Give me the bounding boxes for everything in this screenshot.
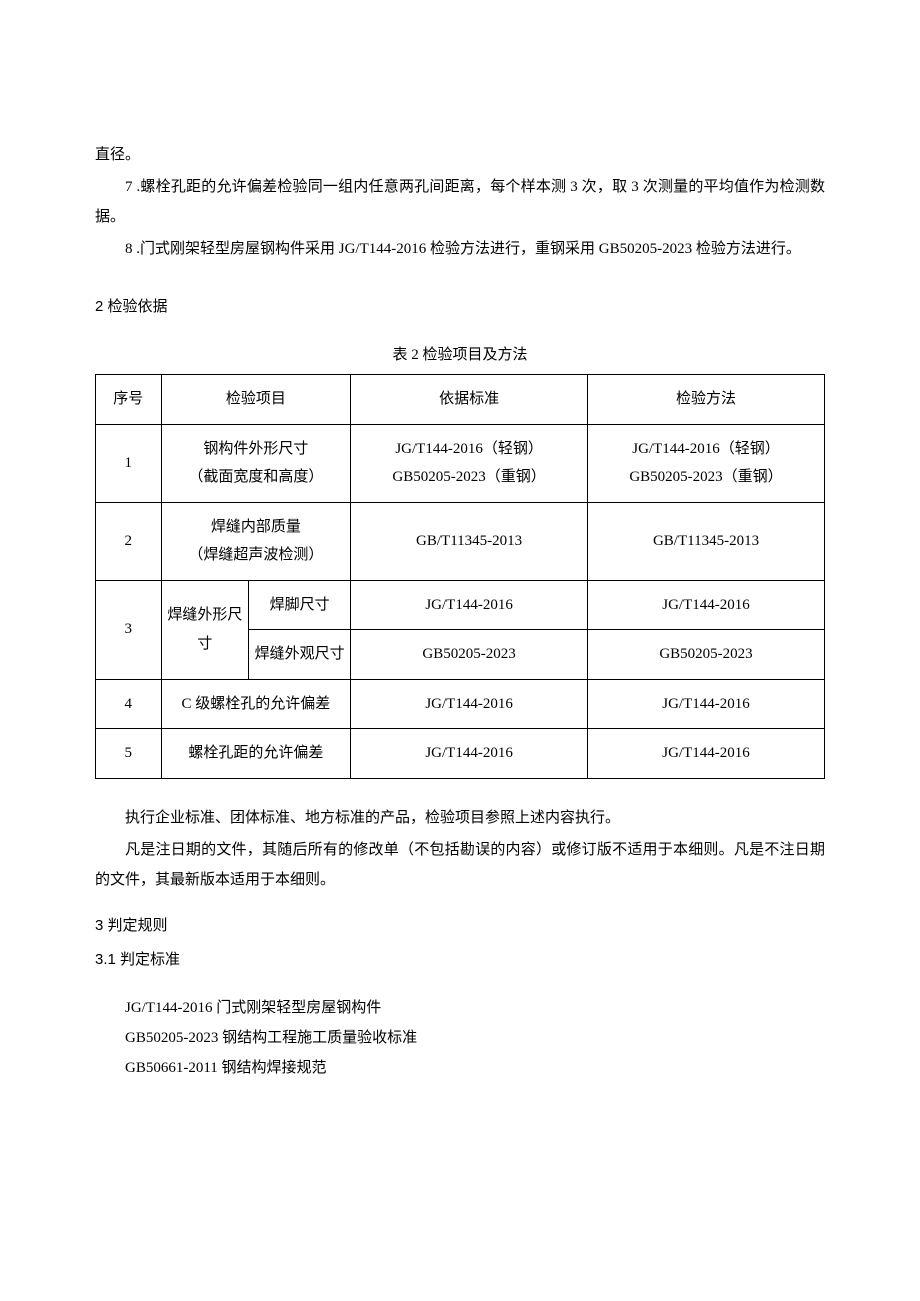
section-3-heading: 3 判定规则 <box>95 911 825 941</box>
cell-sub-item: 焊脚尺寸 <box>249 580 351 630</box>
table-row: 2 焊缝内部质量 （焊缝超声波检测） GB/T11345-2013 GB/T11… <box>96 502 825 580</box>
header-item: 检验项目 <box>161 375 351 425</box>
table-header-row: 序号 检验项目 依据标准 检验方法 <box>96 375 825 425</box>
cell-method: JG/T144-2016（轻钢） GB50205-2023（重钢） <box>588 424 825 502</box>
paragraph-item-8: 8 .门式刚架轻型房屋钢构件采用 JG/T144-2016 检验方法进行，重钢采… <box>95 234 825 264</box>
table-2-caption: 表 2 检验项目及方法 <box>95 340 825 370</box>
cell-line: （截面宽度和高度） <box>166 463 347 492</box>
cell-seq: 2 <box>96 502 162 580</box>
cell-standard: JG/T144-2016（轻钢） GB50205-2023（重钢） <box>351 424 588 502</box>
table-row: 1 钢构件外形尺寸 （截面宽度和高度） JG/T144-2016（轻钢） GB5… <box>96 424 825 502</box>
cell-sub-item: 焊缝外观尺寸 <box>249 630 351 680</box>
paragraph-item-7: 7 .螺栓孔距的允许偏差检验同一组内任意两孔间距离，每个样本测 3 次，取 3 … <box>95 172 825 232</box>
cell-line: JG/T144-2016（轻钢） <box>355 435 583 464</box>
cell-line: 焊缝内部质量 <box>166 513 347 542</box>
paragraph-after-table-1: 执行企业标准、团体标准、地方标准的产品，检验项目参照上述内容执行。 <box>95 803 825 833</box>
table-row: 3 焊缝外形尺寸 焊脚尺寸 JG/T144-2016 JG/T144-2016 <box>96 580 825 630</box>
standard-item: JG/T144-2016 门式刚架轻型房屋钢构件 <box>125 993 825 1023</box>
standard-item: GB50205-2023 钢结构工程施工质量验收标准 <box>125 1023 825 1053</box>
section-2-heading: 2 检验依据 <box>95 292 825 322</box>
cell-line: 钢构件外形尺寸 <box>166 435 347 464</box>
header-seq: 序号 <box>96 375 162 425</box>
cell-item-group: 焊缝外形尺寸 <box>161 580 248 679</box>
cell-item: C 级螺栓孔的允许偏差 <box>161 679 351 729</box>
cell-line: GB50205-2023（重钢） <box>355 463 583 492</box>
section-3-1-heading: 3.1 判定标准 <box>95 945 825 975</box>
cell-seq: 5 <box>96 729 162 779</box>
cell-seq: 1 <box>96 424 162 502</box>
header-method: 检验方法 <box>588 375 825 425</box>
cell-item: 焊缝内部质量 （焊缝超声波检测） <box>161 502 351 580</box>
cell-line: JG/T144-2016（轻钢） <box>592 435 820 464</box>
cell-seq: 4 <box>96 679 162 729</box>
table-row: 5 螺栓孔距的允许偏差 JG/T144-2016 JG/T144-2016 <box>96 729 825 779</box>
standard-item: GB50661-2011 钢结构焊接规范 <box>125 1053 825 1083</box>
cell-method: GB50205-2023 <box>588 630 825 680</box>
inspection-table: 序号 检验项目 依据标准 检验方法 1 钢构件外形尺寸 （截面宽度和高度） JG… <box>95 374 825 779</box>
cell-standard: JG/T144-2016 <box>351 580 588 630</box>
cell-method: JG/T144-2016 <box>588 729 825 779</box>
cell-item: 钢构件外形尺寸 （截面宽度和高度） <box>161 424 351 502</box>
cell-standard: JG/T144-2016 <box>351 729 588 779</box>
cell-standard: GB50205-2023 <box>351 630 588 680</box>
cell-method: GB/T11345-2013 <box>588 502 825 580</box>
cell-method: JG/T144-2016 <box>588 679 825 729</box>
cell-line: （焊缝超声波检测） <box>166 541 347 570</box>
cell-seq: 3 <box>96 580 162 679</box>
paragraph-after-table-2: 凡是注日期的文件，其随后所有的修改单（不包括勘误的内容）或修订版不适用于本细则。… <box>95 835 825 895</box>
standards-list: JG/T144-2016 门式刚架轻型房屋钢构件 GB50205-2023 钢结… <box>125 993 825 1083</box>
header-standard: 依据标准 <box>351 375 588 425</box>
cell-item: 螺栓孔距的允许偏差 <box>161 729 351 779</box>
cell-line: GB50205-2023（重钢） <box>592 463 820 492</box>
paragraph-continuation: 直径。 <box>95 140 825 170</box>
cell-standard: GB/T11345-2013 <box>351 502 588 580</box>
cell-method: JG/T144-2016 <box>588 580 825 630</box>
cell-standard: JG/T144-2016 <box>351 679 588 729</box>
table-row: 4 C 级螺栓孔的允许偏差 JG/T144-2016 JG/T144-2016 <box>96 679 825 729</box>
